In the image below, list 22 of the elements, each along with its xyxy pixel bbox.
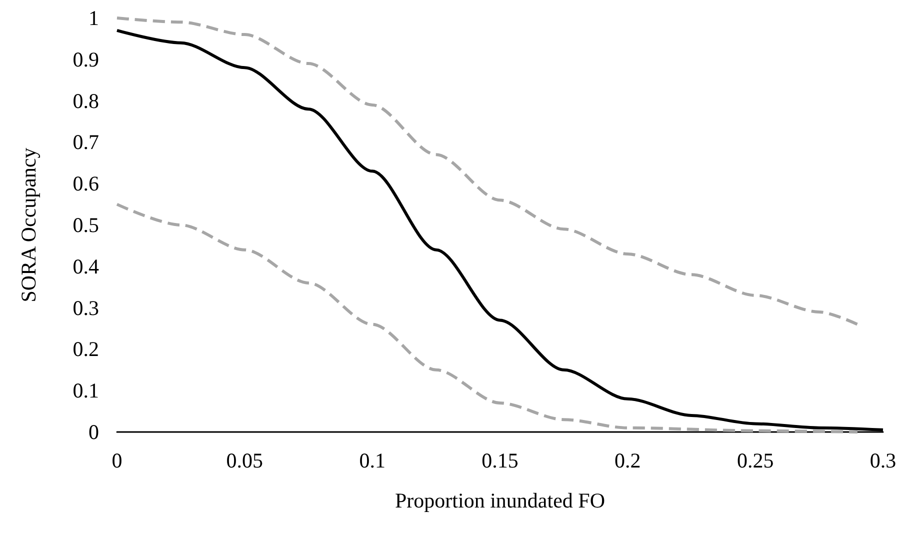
line-series <box>116 16 859 326</box>
y-tick-label: 0.7 <box>72 130 99 154</box>
line-series <box>116 202 859 434</box>
y-axis-title: SORA Occupancy <box>16 147 40 302</box>
y-tick-label: 0.3 <box>72 296 99 320</box>
x-tick-label: 0.1 <box>359 448 386 472</box>
x-tick-label: 0 <box>112 448 122 472</box>
x-tick-label: 0.15 <box>482 448 518 472</box>
y-tick-label: 0 <box>88 420 99 444</box>
y-tick-label: 0.1 <box>72 378 99 403</box>
x-axis-title: Proportion inundated FO <box>395 488 605 512</box>
x-tick-label: 0.25 <box>736 448 774 472</box>
y-tick-label: 0.2 <box>72 337 99 362</box>
y-tick-label: 0.8 <box>72 88 99 113</box>
y-tick-label: 0.6 <box>72 172 99 196</box>
y-tick-label: 1 <box>88 6 99 30</box>
x-tick-label: 0.2 <box>614 448 641 472</box>
y-tick-label: 0.9 <box>72 47 99 72</box>
x-tick-label: 0.05 <box>226 448 264 472</box>
y-tick-label: 0.4 <box>72 254 100 278</box>
x-tick-label: 0.3 <box>870 448 896 472</box>
y-tick-label: 0.5 <box>72 213 99 237</box>
